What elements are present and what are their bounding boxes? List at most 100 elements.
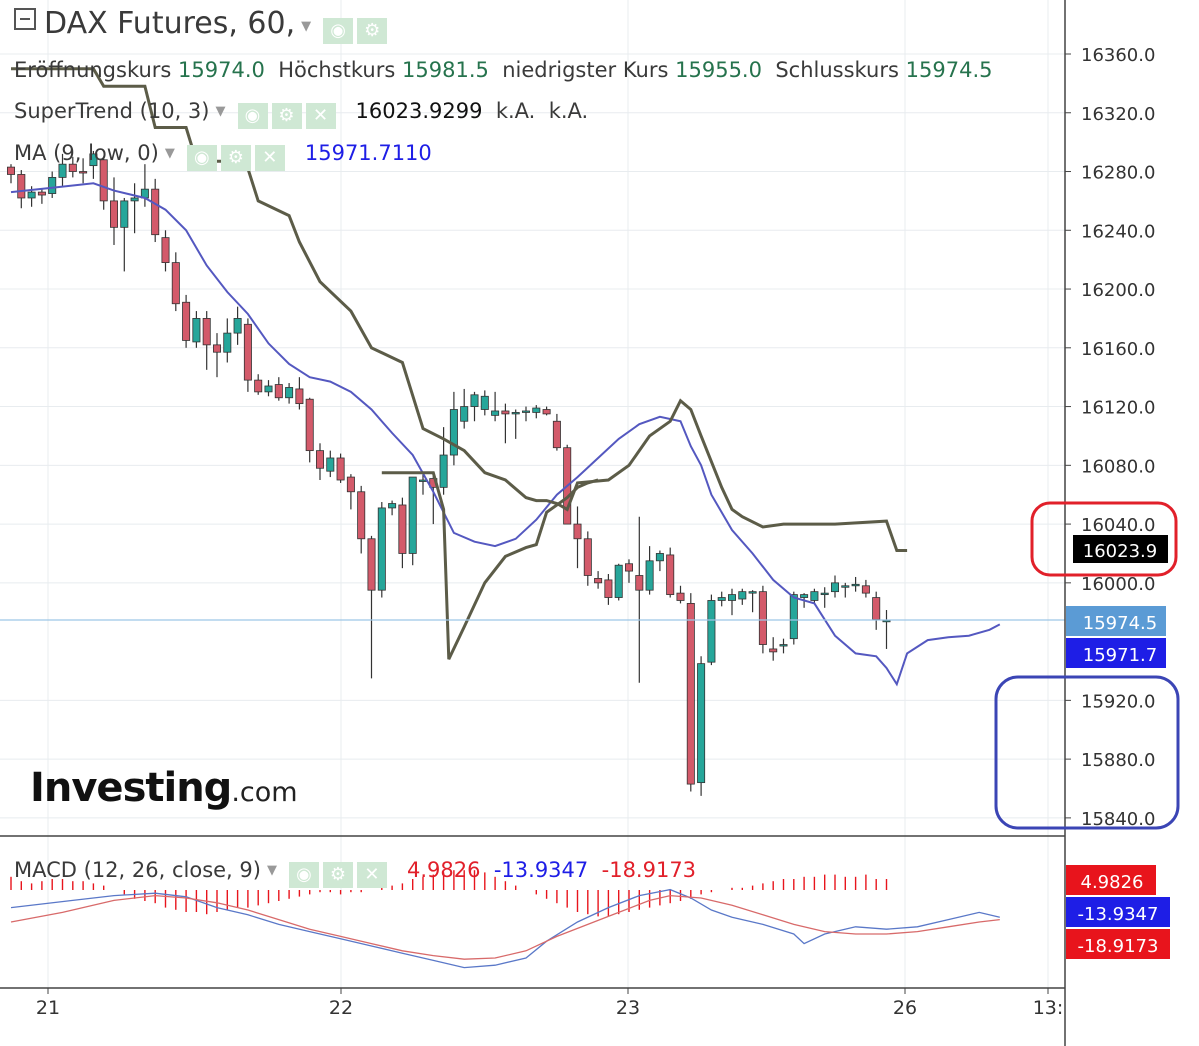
candle[interactable]: [748, 590, 757, 613]
candle[interactable]: [161, 230, 170, 272]
candle[interactable]: [388, 500, 397, 516]
candle[interactable]: [728, 588, 737, 616]
candle[interactable]: [532, 405, 541, 419]
candle[interactable]: [841, 582, 850, 598]
candle[interactable]: [68, 156, 77, 178]
candle[interactable]: [17, 170, 26, 209]
candle[interactable]: [89, 150, 98, 179]
price-tick-label: 16160.0: [1081, 339, 1155, 360]
chevron-down-icon[interactable]: ▼: [215, 104, 226, 119]
candle[interactable]: [357, 485, 366, 554]
candle[interactable]: [48, 171, 57, 198]
chevron-down-icon[interactable]: ▼: [301, 19, 312, 34]
candle[interactable]: [851, 576, 860, 592]
candle[interactable]: [552, 413, 561, 451]
eye-icon[interactable]: ◉: [237, 103, 268, 129]
candle[interactable]: [37, 189, 46, 204]
candle[interactable]: [676, 585, 685, 604]
candle[interactable]: [58, 153, 67, 187]
candle[interactable]: [99, 156, 108, 210]
candle[interactable]: [604, 574, 613, 605]
candle[interactable]: [243, 318, 252, 392]
candle[interactable]: [666, 547, 675, 598]
candle[interactable]: [542, 406, 551, 416]
candle[interactable]: [192, 311, 201, 348]
chevron-down-icon[interactable]: ▼: [164, 146, 175, 161]
time-axis[interactable]: 21 22 23 26 13:: [36, 988, 1063, 1019]
candle[interactable]: [594, 571, 603, 589]
eye-icon[interactable]: ◉: [288, 862, 319, 888]
price-tick-label: 16320.0: [1081, 104, 1155, 125]
supertrend-legend[interactable]: SuperTrend (10, 3) ▼ ◉ ⚙ ✕ 16023.9299 k.A. k…: [14, 99, 588, 129]
candle[interactable]: [151, 178, 160, 243]
candle[interactable]: [223, 318, 232, 363]
candle[interactable]: [336, 453, 345, 483]
candle[interactable]: [480, 390, 489, 416]
candle[interactable]: [264, 380, 273, 397]
candle[interactable]: [120, 197, 129, 272]
candle[interactable]: [254, 374, 263, 395]
chevron-down-icon[interactable]: ▼: [266, 863, 277, 878]
collapse-icon[interactable]: [14, 8, 36, 30]
candle[interactable]: [449, 391, 458, 466]
candle[interactable]: [707, 594, 716, 666]
eye-icon[interactable]: ◉: [323, 18, 354, 44]
candle[interactable]: [315, 443, 324, 481]
candle[interactable]: [511, 409, 520, 439]
candle[interactable]: [130, 183, 139, 234]
candle[interactable]: [233, 306, 242, 345]
candle[interactable]: [625, 559, 634, 583]
candle[interactable]: [645, 546, 654, 595]
candle[interactable]: [110, 177, 119, 245]
candle[interactable]: [717, 591, 726, 607]
candle[interactable]: [274, 377, 283, 401]
candle[interactable]: [171, 252, 180, 312]
price-axis[interactable]: 16360.0 16320.0 16280.0 16240.0 16200.0 16160…: [1065, 45, 1155, 830]
ma-legend[interactable]: MA (9, low, 0) ▼ ◉ ⚙ ✕ 15971.7110: [14, 141, 432, 171]
candle[interactable]: [212, 333, 221, 378]
candle[interactable]: [326, 450, 335, 478]
candle[interactable]: [285, 383, 294, 404]
candle[interactable]: [501, 403, 510, 444]
candle[interactable]: [697, 656, 706, 796]
candle[interactable]: [305, 397, 314, 463]
candle[interactable]: [583, 531, 592, 586]
candle[interactable]: [367, 535, 376, 679]
candle[interactable]: [861, 579, 870, 598]
candle[interactable]: [820, 587, 829, 608]
macd-legend[interactable]: MACD (12, 26, close, 9) ▼ ◉ ⚙ ✕ 4.9826 -13.9…: [14, 858, 696, 888]
close-icon[interactable]: ✕: [356, 862, 387, 888]
candle[interactable]: [470, 391, 479, 422]
candle[interactable]: [79, 158, 88, 184]
candle[interactable]: [408, 476, 417, 566]
eye-icon[interactable]: ◉: [186, 145, 217, 171]
candle[interactable]: [295, 377, 304, 410]
close-icon[interactable]: ✕: [305, 103, 336, 129]
candle[interactable]: [346, 474, 355, 510]
candle[interactable]: [655, 550, 664, 572]
candle[interactable]: [738, 588, 747, 605]
candle[interactable]: [522, 406, 531, 422]
candle[interactable]: [635, 516, 644, 683]
chart-title-bar[interactable]: DAX Futures, 60, ▼ ◉ ⚙: [14, 6, 388, 44]
candle[interactable]: [7, 164, 15, 184]
gear-icon[interactable]: ⚙: [220, 145, 251, 171]
candle[interactable]: [573, 506, 582, 569]
candle[interactable]: [810, 588, 819, 604]
candle[interactable]: [789, 591, 798, 645]
gear-icon[interactable]: ⚙: [271, 103, 302, 129]
candle[interactable]: [779, 638, 788, 654]
gear-icon[interactable]: ⚙: [322, 862, 353, 888]
candle[interactable]: [614, 563, 623, 601]
close-icon[interactable]: ✕: [254, 145, 285, 171]
candle[interactable]: [769, 637, 778, 661]
candle[interactable]: [831, 575, 840, 598]
candle[interactable]: [377, 502, 386, 598]
candle[interactable]: [460, 388, 469, 429]
gear-icon[interactable]: ⚙: [357, 18, 388, 44]
candle[interactable]: [491, 391, 500, 422]
candle[interactable]: [686, 593, 695, 792]
candle[interactable]: [398, 497, 407, 569]
candle[interactable]: [182, 294, 191, 348]
candle[interactable]: [202, 311, 211, 370]
